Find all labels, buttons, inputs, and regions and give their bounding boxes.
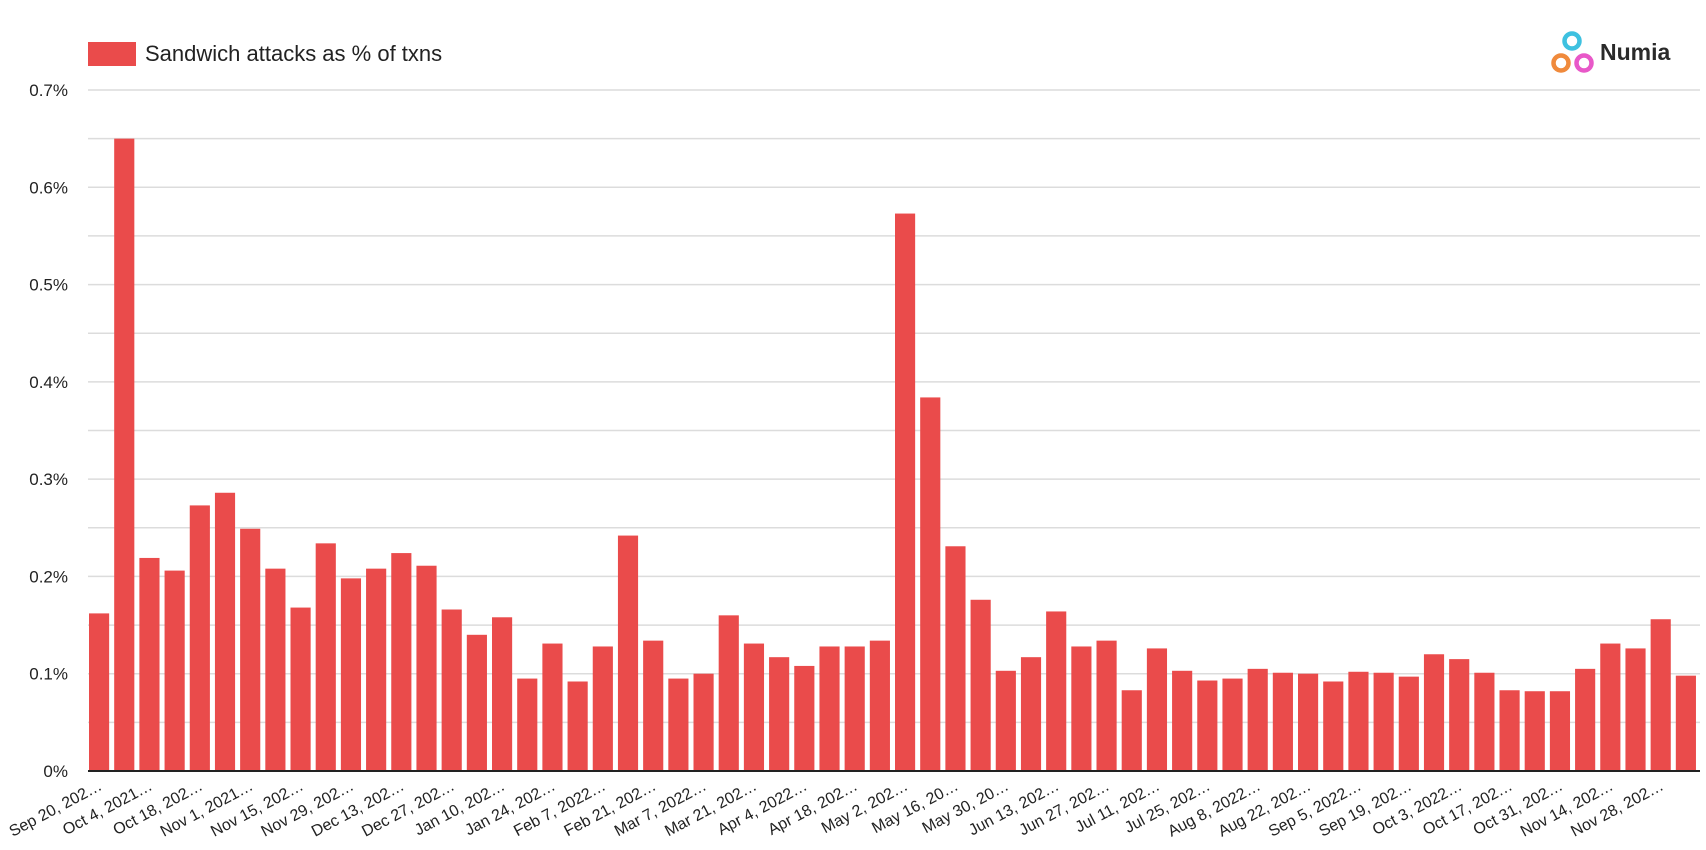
numia-logo: Numia <box>1551 31 1671 73</box>
bar[interactable] <box>1348 671 1369 771</box>
bar[interactable] <box>1247 668 1268 771</box>
bar[interactable] <box>1524 691 1545 771</box>
y-tick-label: 0.4% <box>29 373 68 392</box>
bar[interactable] <box>643 640 664 771</box>
bar[interactable] <box>1121 690 1142 771</box>
bar[interactable] <box>920 397 941 771</box>
bar[interactable] <box>466 634 487 771</box>
bar[interactable] <box>794 665 815 771</box>
y-axis-ticks: 0% 0.1% 0.2% 0.3% 0.4% 0.5% 0.6% 0.7% <box>29 81 68 781</box>
bar[interactable] <box>1474 672 1495 771</box>
bar[interactable] <box>844 646 865 771</box>
legend-label: Sandwich attacks as % of txns <box>145 41 442 66</box>
legend[interactable]: Sandwich attacks as % of txns <box>88 41 442 66</box>
bar[interactable] <box>718 615 739 771</box>
bar[interactable] <box>1373 672 1394 771</box>
brand-name: Numia <box>1600 39 1671 65</box>
bar[interactable] <box>265 568 286 771</box>
bar[interactable] <box>1549 691 1571 771</box>
bar[interactable] <box>240 528 261 771</box>
logo-circle-icon <box>1562 31 1582 51</box>
bar[interactable] <box>492 617 513 771</box>
bar[interactable] <box>1449 659 1470 771</box>
y-tick-label: 0.7% <box>29 81 68 100</box>
bar[interactable] <box>542 643 563 771</box>
bar[interactable] <box>1096 640 1117 771</box>
bar[interactable] <box>1625 648 1646 771</box>
bar[interactable] <box>517 678 538 771</box>
bar[interactable] <box>1222 678 1243 771</box>
legend-swatch <box>88 42 136 66</box>
bar[interactable] <box>214 492 236 771</box>
bar[interactable] <box>139 557 160 771</box>
bar[interactable] <box>592 646 613 771</box>
bar[interactable] <box>1172 670 1193 771</box>
bar[interactable] <box>1323 681 1344 771</box>
bar[interactable] <box>819 646 840 771</box>
y-tick-label: 0.1% <box>29 665 68 684</box>
bar[interactable] <box>769 657 790 771</box>
x-axis-ticks: Sep 20, 202…Oct 4, 2021…Oct 18, 202…Nov … <box>7 778 1667 841</box>
bar[interactable] <box>567 681 588 771</box>
bar[interactable] <box>1046 611 1067 771</box>
bar[interactable] <box>366 568 387 771</box>
y-tick-label: 0.3% <box>29 470 68 489</box>
bar[interactable] <box>895 213 916 771</box>
bar[interactable] <box>114 138 135 772</box>
y-tick-label: 0.6% <box>29 178 68 197</box>
bar[interactable] <box>617 535 639 771</box>
bar[interactable] <box>1272 672 1293 771</box>
bar[interactable] <box>391 553 412 771</box>
bars <box>89 138 1696 772</box>
bar[interactable] <box>1423 654 1445 771</box>
bar[interactable] <box>945 546 966 771</box>
bar[interactable] <box>416 565 437 771</box>
bar[interactable] <box>743 643 765 771</box>
bar[interactable] <box>290 607 311 771</box>
bar[interactable] <box>1197 680 1218 771</box>
bar[interactable] <box>1575 668 1596 771</box>
bar[interactable] <box>1146 648 1168 771</box>
bar[interactable] <box>995 670 1016 771</box>
bar[interactable] <box>315 543 336 771</box>
bar[interactable] <box>1398 676 1419 771</box>
bar[interactable] <box>441 609 462 771</box>
bar[interactable] <box>970 599 991 771</box>
bar[interactable] <box>1071 646 1092 771</box>
bar[interactable] <box>1650 619 1671 771</box>
logo-circle-icon <box>1574 53 1594 73</box>
bar[interactable] <box>89 613 110 771</box>
bar[interactable] <box>869 640 890 771</box>
bar[interactable] <box>164 570 185 771</box>
logo-circle-icon <box>1551 53 1571 73</box>
y-tick-label: 0% <box>43 762 68 781</box>
bar[interactable] <box>340 578 362 771</box>
bar[interactable] <box>1600 643 1621 771</box>
bar[interactable] <box>1298 673 1319 771</box>
bar[interactable] <box>1675 675 1696 771</box>
bar[interactable] <box>668 678 689 771</box>
bar[interactable] <box>1499 690 1520 771</box>
bar[interactable] <box>1020 657 1042 771</box>
bar[interactable] <box>189 505 210 771</box>
bar[interactable] <box>693 673 714 771</box>
gridlines <box>88 89 1700 724</box>
y-tick-label: 0.5% <box>29 276 68 295</box>
y-tick-label: 0.2% <box>29 567 68 586</box>
